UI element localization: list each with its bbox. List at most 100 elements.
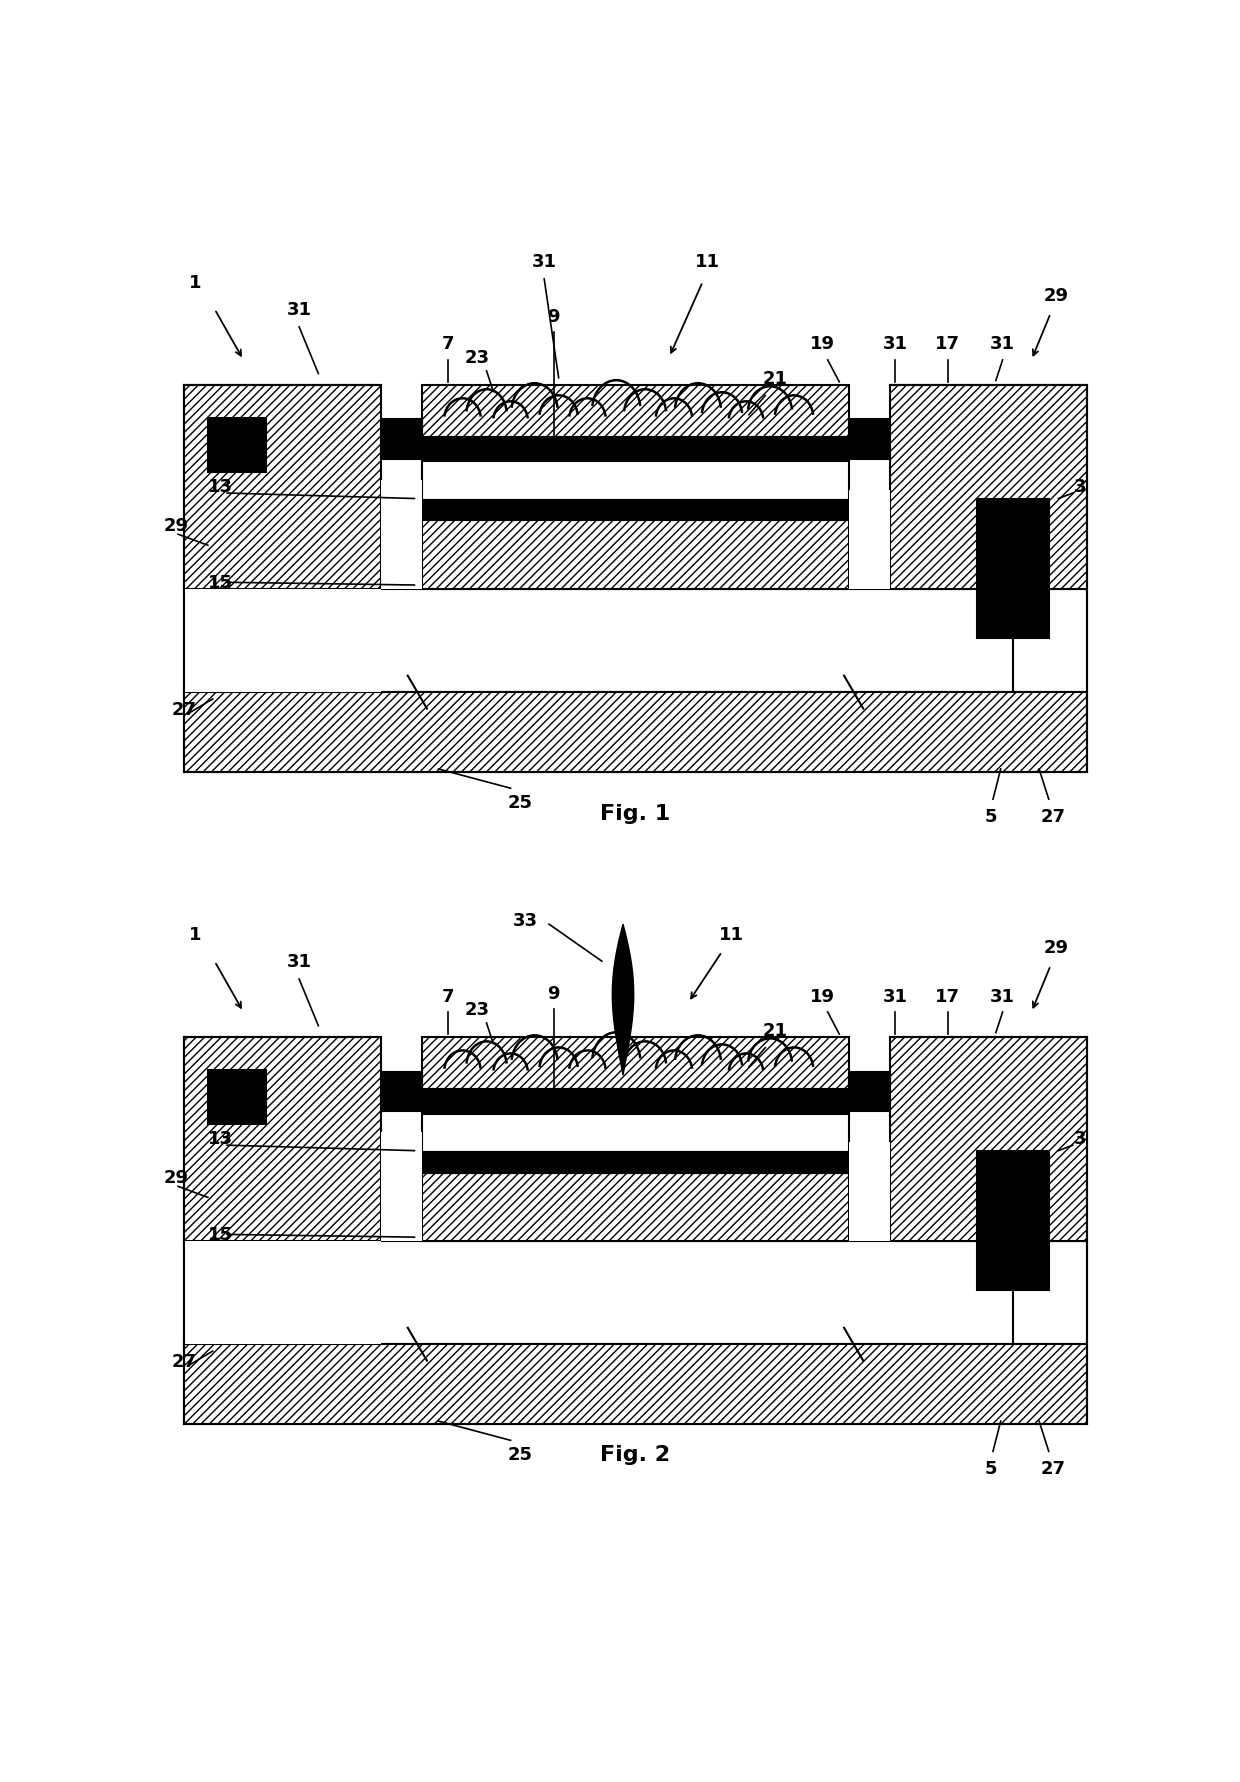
Text: 21: 21: [763, 369, 787, 387]
Circle shape: [719, 444, 729, 458]
Circle shape: [461, 1096, 471, 1110]
Circle shape: [784, 1096, 794, 1110]
Circle shape: [719, 1096, 729, 1110]
Bar: [184, 1242, 381, 1344]
Text: 1: 1: [190, 925, 202, 943]
Bar: [208, 419, 265, 472]
Text: 31: 31: [286, 301, 311, 319]
Circle shape: [558, 444, 568, 458]
Circle shape: [574, 1096, 584, 1110]
Text: 5: 5: [985, 807, 997, 825]
Text: 25: 25: [507, 1445, 533, 1463]
Circle shape: [655, 1096, 665, 1110]
Circle shape: [494, 1096, 503, 1110]
Text: 33: 33: [512, 912, 537, 930]
Bar: [422, 1114, 849, 1153]
Text: 29: 29: [164, 517, 188, 535]
Circle shape: [445, 1096, 455, 1110]
Circle shape: [510, 1096, 520, 1110]
Circle shape: [703, 444, 713, 458]
Text: Fig. 2: Fig. 2: [600, 1443, 671, 1465]
Text: 31: 31: [532, 253, 557, 271]
Text: 9: 9: [548, 308, 560, 326]
Circle shape: [622, 1096, 632, 1110]
Circle shape: [445, 444, 455, 458]
Circle shape: [751, 1096, 761, 1110]
Bar: [184, 590, 381, 693]
Circle shape: [477, 444, 487, 458]
Bar: [422, 1089, 849, 1114]
Text: 15: 15: [208, 1226, 233, 1244]
Text: 15: 15: [208, 574, 233, 592]
Bar: [422, 385, 849, 438]
Bar: [208, 1071, 265, 1124]
Text: 31: 31: [286, 953, 311, 971]
Bar: [184, 693, 1087, 772]
Bar: [184, 1242, 1087, 1344]
Bar: [422, 462, 849, 501]
Circle shape: [494, 444, 503, 458]
Circle shape: [477, 1096, 487, 1110]
Text: 1: 1: [190, 273, 202, 292]
Circle shape: [800, 444, 810, 458]
Bar: [381, 1133, 422, 1242]
Circle shape: [461, 444, 471, 458]
Text: 27: 27: [171, 700, 196, 718]
Circle shape: [784, 444, 794, 458]
Circle shape: [800, 1096, 810, 1110]
Circle shape: [832, 444, 843, 458]
Circle shape: [768, 444, 777, 458]
Text: Fig. 1: Fig. 1: [600, 804, 671, 823]
Circle shape: [832, 1096, 843, 1110]
Text: 3: 3: [1074, 478, 1086, 495]
Text: 27: 27: [1042, 807, 1066, 825]
Text: 5: 5: [985, 1459, 997, 1477]
Circle shape: [526, 444, 536, 458]
Bar: [422, 1173, 849, 1242]
Text: 31: 31: [883, 987, 908, 1005]
Text: 13: 13: [208, 1130, 233, 1148]
Circle shape: [816, 1096, 826, 1110]
Circle shape: [687, 444, 697, 458]
Circle shape: [703, 1096, 713, 1110]
Bar: [422, 1037, 849, 1089]
Text: 27: 27: [1042, 1459, 1066, 1477]
Bar: [184, 590, 1087, 693]
Bar: [849, 421, 890, 460]
Circle shape: [751, 444, 761, 458]
Circle shape: [606, 444, 616, 458]
Circle shape: [768, 1096, 777, 1110]
Text: 29: 29: [1044, 287, 1069, 305]
Text: 19: 19: [811, 987, 836, 1005]
Text: 3: 3: [1074, 1130, 1086, 1148]
Bar: [422, 520, 849, 590]
Circle shape: [542, 1096, 552, 1110]
Text: 7: 7: [441, 335, 454, 353]
Text: 19: 19: [811, 335, 836, 353]
Text: 29: 29: [164, 1167, 188, 1187]
Bar: [422, 501, 849, 520]
Text: 27: 27: [171, 1353, 196, 1370]
Bar: [381, 1073, 422, 1112]
Circle shape: [542, 444, 552, 458]
Bar: [977, 501, 1049, 638]
Bar: [184, 1037, 381, 1242]
Text: 7: 7: [441, 987, 454, 1005]
Circle shape: [428, 1096, 439, 1110]
Bar: [849, 1142, 890, 1242]
Text: 31: 31: [990, 987, 1016, 1005]
Bar: [977, 1151, 1049, 1290]
Text: 11: 11: [696, 253, 720, 271]
Circle shape: [816, 444, 826, 458]
Circle shape: [639, 444, 649, 458]
Text: 31: 31: [990, 335, 1016, 353]
Circle shape: [639, 1096, 649, 1110]
Circle shape: [590, 1096, 600, 1110]
Circle shape: [671, 1096, 681, 1110]
Text: 21: 21: [763, 1021, 787, 1039]
Text: 13: 13: [208, 478, 233, 495]
Text: 25: 25: [507, 793, 533, 811]
Polygon shape: [613, 925, 634, 1076]
Circle shape: [428, 444, 439, 458]
Circle shape: [622, 444, 632, 458]
